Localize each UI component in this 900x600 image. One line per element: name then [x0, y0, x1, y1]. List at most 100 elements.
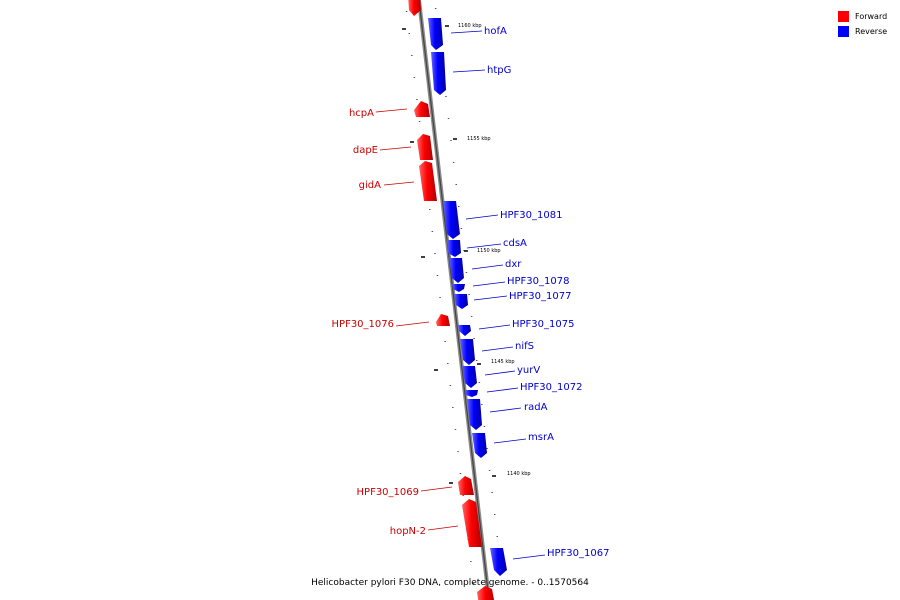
minor-tick	[450, 140, 452, 141]
major-ticks: 1160 kbp 1155 kbp 1150 kbp 1145 kbp 1140…	[402, 23, 531, 484]
gene-HPF30_1069[interactable]: HPF30_1069	[357, 476, 474, 498]
gene-gidA[interactable]: gidA	[359, 161, 437, 201]
gene-msrA[interactable]: msrA	[472, 432, 554, 458]
gene-label-dxr: dxr	[505, 259, 522, 270]
minor-tick	[460, 228, 463, 229]
tick-label-1145kbp: 1145 kbp	[491, 359, 515, 365]
tick-1145kbp: 1145 kbp	[434, 359, 515, 371]
minor-tick	[452, 162, 455, 163]
minor-tick	[488, 470, 491, 471]
minor-tick	[462, 495, 464, 496]
gene-hopN-2[interactable]: hopN-2	[390, 499, 482, 547]
tick-label-1155kbp: 1155 kbp	[467, 136, 491, 142]
legend-label-forward: Forward	[855, 12, 888, 21]
gene-label-msrA: msrA	[528, 432, 554, 443]
minor-tick	[449, 385, 452, 386]
gene-forward-bottom[interactable]	[477, 586, 495, 600]
gene-label-radA: radA	[524, 402, 548, 413]
minor-tick	[418, 121, 421, 122]
gene-label-HPF30_1075: HPF30_1075	[512, 319, 574, 330]
gene-HPF30_1067[interactable]: HPF30_1067	[490, 548, 609, 576]
minor-tick	[413, 77, 416, 78]
minor-tick	[501, 580, 504, 581]
minor-tick	[465, 272, 468, 273]
minor-tick	[408, 33, 410, 34]
tick-label-1160kbp: 1160 kbp	[458, 23, 482, 29]
minor-tick	[459, 473, 462, 474]
minor-tick	[457, 451, 459, 452]
gene-label-HPF30_1076: HPF30_1076	[332, 319, 394, 330]
gene-label-HPF30_1069: HPF30_1069	[357, 487, 419, 498]
tick-label-1140kbp: 1140 kbp	[507, 471, 531, 477]
gene-dxr[interactable]: dxr	[449, 258, 522, 283]
legend-swatch-forward	[838, 11, 849, 22]
minor-tick	[494, 514, 496, 515]
minor-tick	[472, 583, 475, 584]
gene-HPF30_1081[interactable]: HPF30_1081	[443, 201, 562, 239]
minor-tick	[411, 55, 413, 56]
gene-features: hofA htpG hcpA dapE gidA HPF30_1081	[332, 0, 609, 600]
gene-label-yurV: yurV	[517, 365, 540, 376]
minor-tick	[496, 536, 498, 537]
minor-tick	[452, 407, 454, 408]
minor-tick	[429, 209, 431, 210]
gene-dapE[interactable]: dapE	[353, 134, 433, 160]
minor-tick	[470, 316, 473, 317]
tick-1140kbp: 1140 kbp	[449, 471, 531, 484]
minor-tick	[473, 338, 475, 339]
gene-label-HPF30_1072: HPF30_1072	[520, 382, 582, 393]
legend-swatch-reverse	[838, 26, 849, 37]
legend-label-reverse: Reverse	[855, 27, 888, 36]
genome-backbone	[417, 0, 491, 600]
gene-HPF30_1077[interactable]: HPF30_1077	[454, 291, 571, 309]
legend-item-reverse: Reverse	[838, 24, 887, 39]
minor-tick	[434, 8, 437, 9]
gene-label-hopN-2: hopN-2	[390, 526, 426, 537]
minor-tick	[439, 297, 441, 298]
minor-tick	[454, 429, 457, 430]
tick-1155kbp: 1155 kbp	[410, 136, 491, 143]
gene-HPF30_1076[interactable]: HPF30_1076	[332, 314, 450, 330]
strand-legend: Forward Reverse	[838, 9, 887, 39]
tick-1150kbp: 1150 kbp	[421, 248, 501, 258]
minor-tick	[436, 275, 439, 276]
minor-tick	[405, 11, 408, 12]
minor-tick	[445, 96, 447, 97]
legend-item-forward: Forward	[838, 9, 887, 24]
gene-radA[interactable]: radA	[467, 399, 548, 430]
minor-tick	[483, 426, 486, 427]
gene-HPF30_1072[interactable]: HPF30_1072	[465, 382, 582, 397]
minor-tick	[470, 561, 472, 562]
minor-tick	[478, 382, 481, 383]
tick-label-1150kbp: 1150 kbp	[477, 248, 501, 254]
minor-tick	[463, 250, 465, 251]
gene-htpG[interactable]: htpG	[431, 52, 511, 95]
minor-tick	[455, 184, 457, 185]
minor-tick	[447, 363, 449, 364]
gene-nifS[interactable]: nifS	[460, 339, 534, 365]
gene-hcpA[interactable]: hcpA	[349, 101, 430, 119]
gene-label-HPF30_1077: HPF30_1077	[509, 291, 571, 302]
gene-forward-top[interactable]	[408, 0, 421, 16]
gene-hofA[interactable]: hofA	[428, 18, 507, 50]
tick-1160kbp: 1160 kbp	[402, 23, 482, 30]
gene-yurV[interactable]: yurV	[462, 365, 540, 388]
gene-label-hcpA: hcpA	[349, 108, 374, 119]
gene-label-gidA: gidA	[359, 180, 381, 191]
minor-tick	[491, 492, 493, 493]
gene-label-HPF30_1067: HPF30_1067	[547, 548, 609, 559]
gene-HPF30_1075[interactable]: HPF30_1075	[458, 319, 574, 336]
minor-tick	[468, 294, 470, 295]
gene-label-HPF30_1081: HPF30_1081	[500, 210, 562, 221]
gene-cdsA[interactable]: cdsA	[447, 238, 527, 257]
gene-label-cdsA: cdsA	[503, 238, 527, 249]
minor-tick	[476, 360, 478, 361]
minor-tick	[434, 253, 436, 254]
minor-tick	[444, 341, 446, 342]
minor-tick	[447, 118, 450, 119]
minor-tick	[416, 99, 418, 100]
gene-HPF30_1078[interactable]: HPF30_1078	[452, 276, 569, 292]
gene-label-HPF30_1078: HPF30_1078	[507, 276, 569, 287]
minor-tick	[481, 404, 483, 405]
